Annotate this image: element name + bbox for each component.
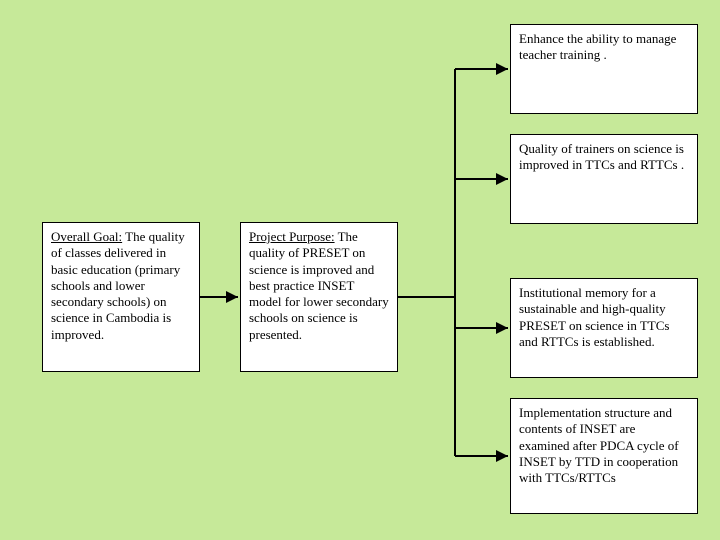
node-text: Quality of trainers on science is improv… — [519, 141, 684, 172]
node-text: Institutional memory for a sustainable a… — [519, 285, 669, 349]
node-text: Implementation structure and contents of… — [519, 405, 679, 485]
node-output-4: Implementation structure and contents of… — [510, 398, 698, 514]
node-output-1: Enhance the ability to manage teacher tr… — [510, 24, 698, 114]
node-output-3: Institutional memory for a sustainable a… — [510, 278, 698, 378]
node-output-2: Quality of trainers on science is improv… — [510, 134, 698, 224]
node-overall-goal: Overall Goal: The quality of classes del… — [42, 222, 200, 372]
node-text: Enhance the ability to manage teacher tr… — [519, 31, 676, 62]
node-label: Overall Goal: — [51, 229, 122, 244]
node-label: Project Purpose: — [249, 229, 335, 244]
node-text: The quality of PRESET on science is impr… — [249, 229, 389, 342]
node-text: The quality of classes delivered in basi… — [51, 229, 185, 342]
diagram-canvas: Overall Goal: The quality of classes del… — [0, 0, 720, 540]
node-project-purpose: Project Purpose: The quality of PRESET o… — [240, 222, 398, 372]
